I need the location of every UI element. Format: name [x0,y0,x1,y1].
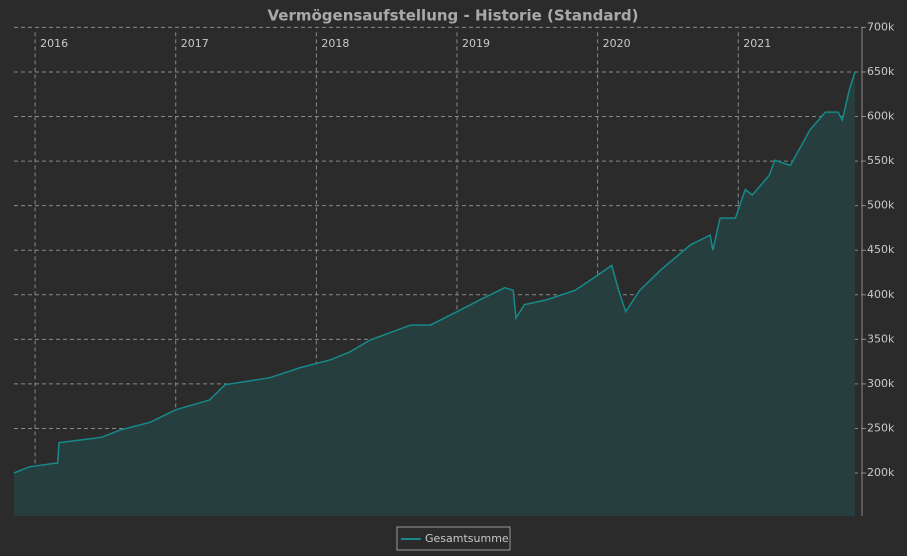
legend-label: Gesamtsumme [425,532,509,545]
y-tick-label: 350k [867,332,895,345]
x-tick-label: 2016 [40,37,68,50]
y-tick-label: 400k [867,288,895,301]
line [13,71,856,474]
legend [396,526,511,551]
x-tick-label: 2021 [743,37,771,50]
y-tick-label: 250k [867,421,895,434]
y-tick-label: 450k [867,243,895,256]
y-tick-label: 600k [867,110,895,123]
x-tick-label: 2020 [603,37,631,50]
x-tick-label: 2018 [321,37,349,50]
x-tick-label: 2019 [462,37,490,50]
y-tick-label: 300k [867,377,895,390]
x-tick-label: 2017 [181,37,209,50]
y-tick-label: 200k [867,466,895,479]
y-tick-label: 650k [867,65,895,78]
y-tick-label: 500k [867,199,895,212]
chart-title: Vermögensaufstellung - Historie (Standar… [268,7,639,25]
y-tick-label: 550k [867,154,895,167]
area-fill [14,72,855,516]
y-tick-label: 700k [867,20,895,33]
